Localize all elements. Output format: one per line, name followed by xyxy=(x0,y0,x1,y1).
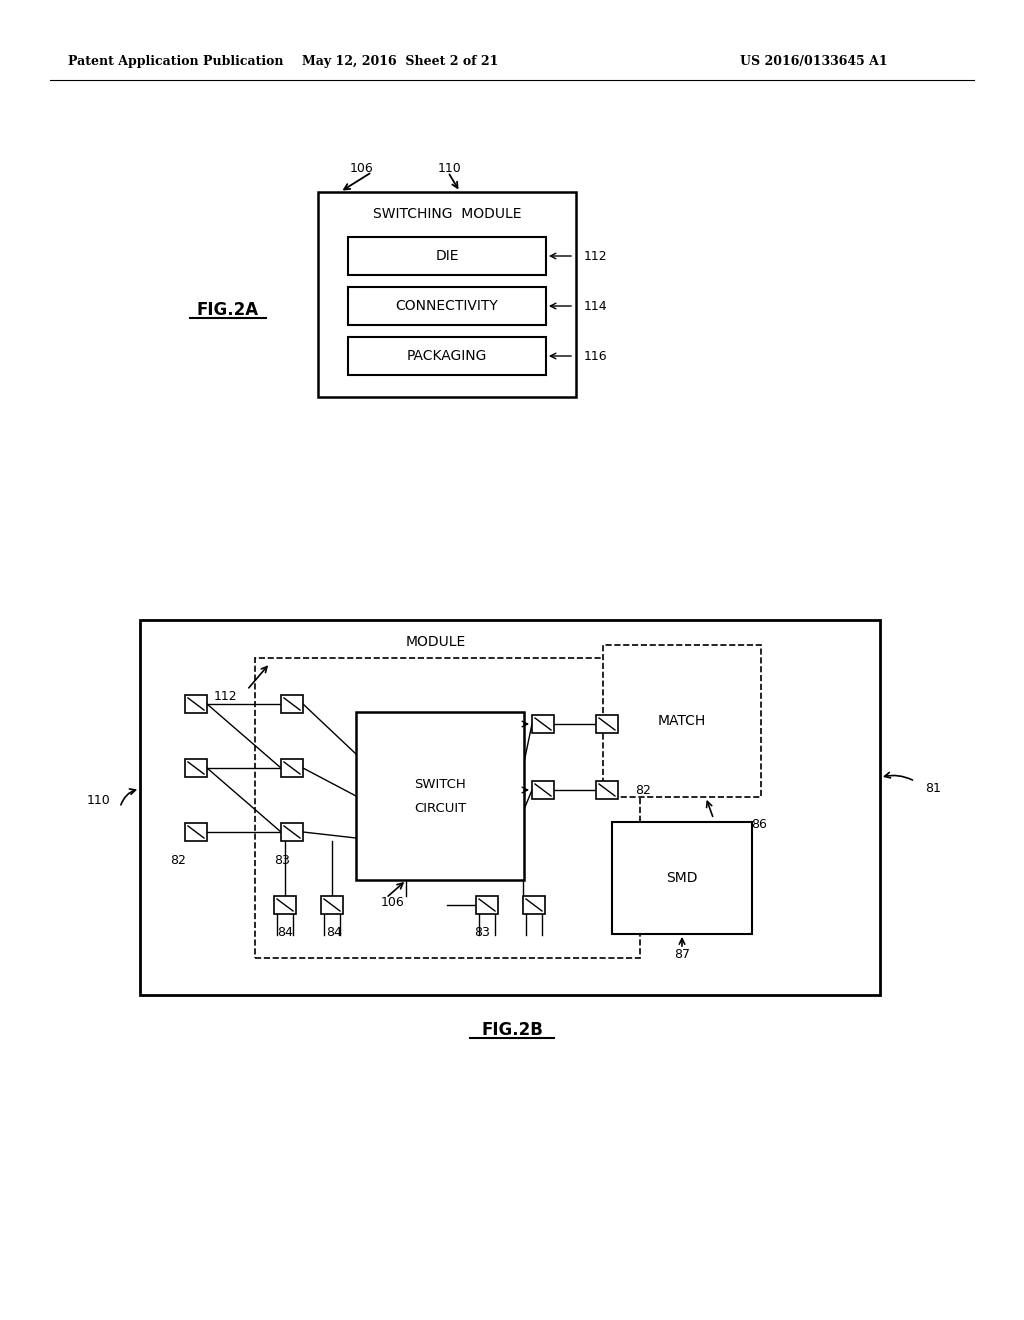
Text: PACKAGING: PACKAGING xyxy=(407,348,487,363)
Bar xyxy=(348,286,546,325)
Text: 81: 81 xyxy=(925,783,941,795)
Bar xyxy=(140,620,880,995)
Bar xyxy=(532,781,554,799)
Text: 82: 82 xyxy=(635,784,651,796)
Bar xyxy=(318,191,575,397)
Bar xyxy=(476,896,498,913)
Bar xyxy=(274,896,296,913)
Bar xyxy=(612,822,752,935)
Text: 114: 114 xyxy=(584,300,607,313)
Bar xyxy=(356,711,524,880)
Bar xyxy=(255,657,640,958)
Bar xyxy=(185,696,207,713)
Text: FIG.2A: FIG.2A xyxy=(197,301,259,319)
Text: 83: 83 xyxy=(474,927,489,940)
Text: CIRCUIT: CIRCUIT xyxy=(414,801,466,814)
Text: US 2016/0133645 A1: US 2016/0133645 A1 xyxy=(740,55,888,69)
Bar xyxy=(596,715,618,733)
Text: 116: 116 xyxy=(584,350,607,363)
Text: 110: 110 xyxy=(438,161,462,174)
Text: MATCH: MATCH xyxy=(657,714,707,729)
Text: SWITCHING  MODULE: SWITCHING MODULE xyxy=(373,207,521,220)
Text: DIE: DIE xyxy=(435,249,459,263)
Text: CONNECTIVITY: CONNECTIVITY xyxy=(395,300,499,313)
Text: SMD: SMD xyxy=(667,871,697,884)
Bar xyxy=(281,759,303,777)
Text: 106: 106 xyxy=(381,895,404,908)
Text: MODULE: MODULE xyxy=(406,635,466,649)
Text: 112: 112 xyxy=(213,689,237,702)
Bar xyxy=(596,781,618,799)
Text: 106: 106 xyxy=(350,161,374,174)
Text: May 12, 2016  Sheet 2 of 21: May 12, 2016 Sheet 2 of 21 xyxy=(302,55,499,69)
Bar xyxy=(532,715,554,733)
Text: 82: 82 xyxy=(170,854,186,866)
Text: 84: 84 xyxy=(326,927,342,940)
Text: 84: 84 xyxy=(278,927,293,940)
Text: Patent Application Publication: Patent Application Publication xyxy=(68,55,284,69)
Bar xyxy=(603,645,761,797)
Text: FIG.2B: FIG.2B xyxy=(481,1020,543,1039)
Bar xyxy=(281,822,303,841)
Text: SWITCH: SWITCH xyxy=(414,777,466,791)
Bar xyxy=(321,896,343,913)
Text: 83: 83 xyxy=(274,854,290,866)
Bar xyxy=(523,896,545,913)
Text: 110: 110 xyxy=(86,793,110,807)
Bar xyxy=(281,696,303,713)
Bar xyxy=(348,238,546,275)
Text: 112: 112 xyxy=(584,249,607,263)
Bar xyxy=(185,822,207,841)
Text: 87: 87 xyxy=(674,948,690,961)
Text: 86: 86 xyxy=(751,818,767,832)
Bar xyxy=(348,337,546,375)
Bar xyxy=(185,759,207,777)
